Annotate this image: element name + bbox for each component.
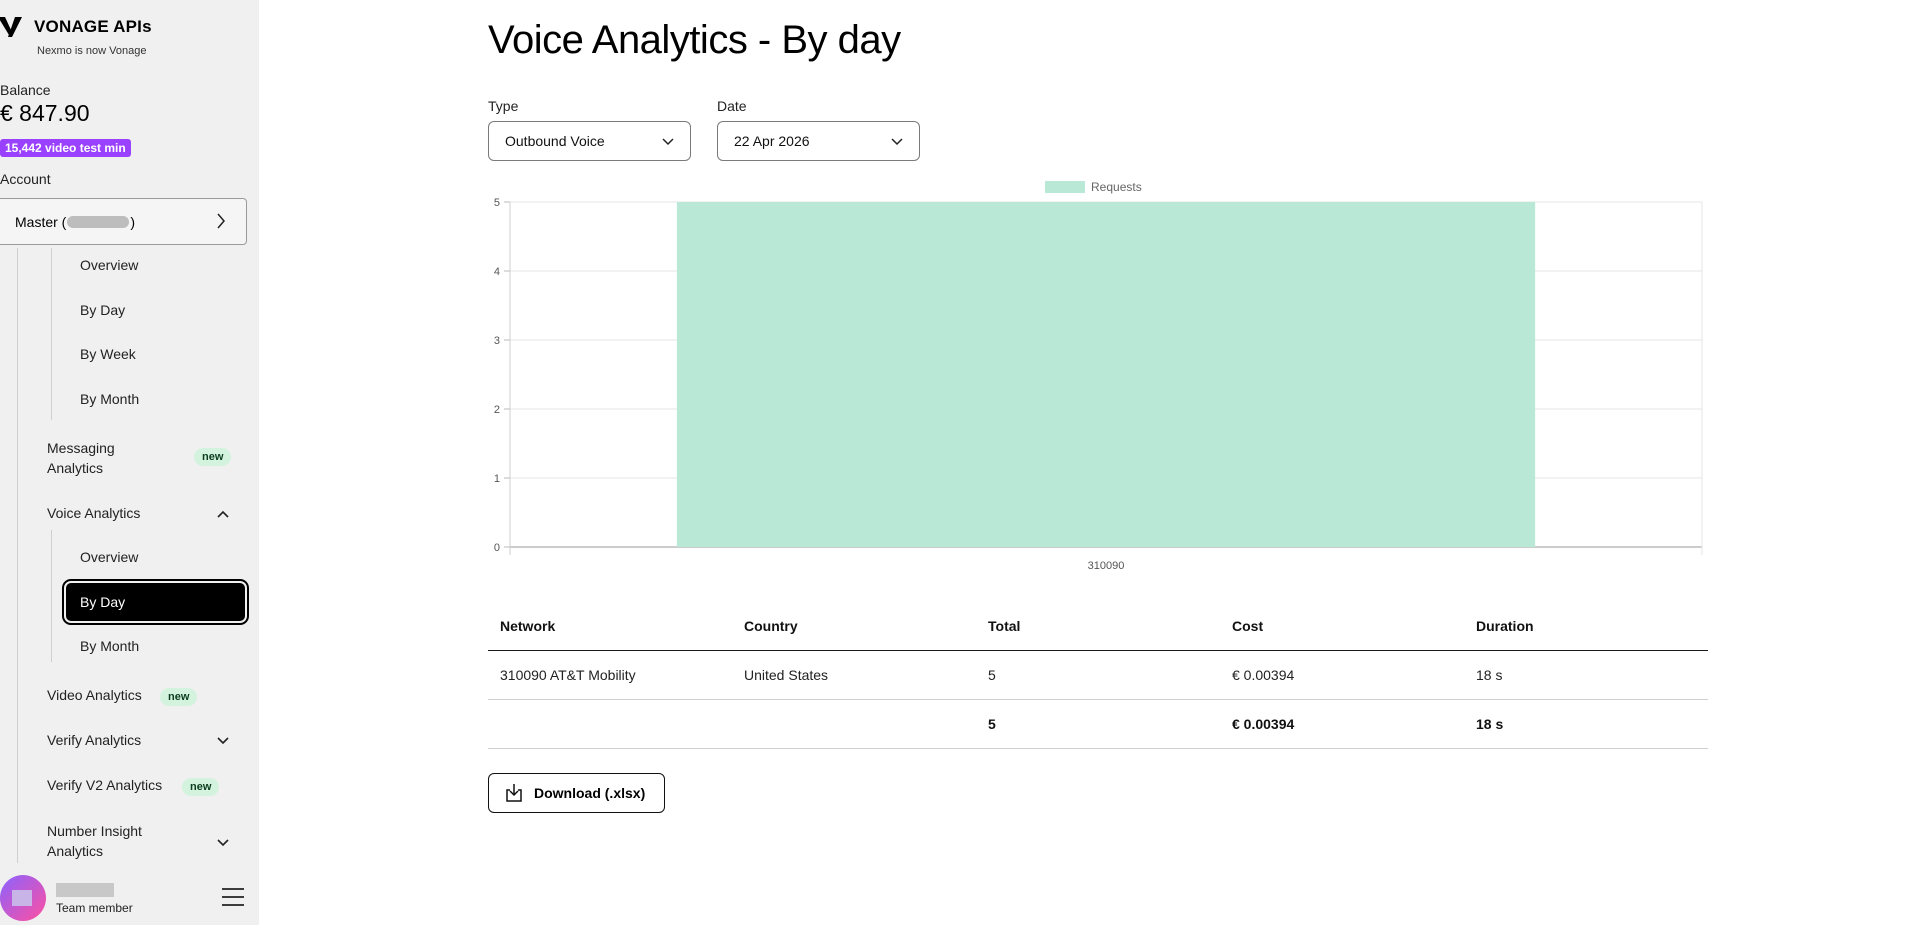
legend-swatch [1045, 181, 1085, 193]
cell-duration: 18 s [1476, 667, 1503, 683]
page-title: Voice Analytics - By day [488, 18, 901, 62]
y-tick-label: 1 [494, 473, 500, 485]
sidebar-item-sms-overview[interactable]: Overview [80, 257, 139, 273]
sidebar-item-verify-v2-analytics[interactable]: Verify V2 Analytics [47, 777, 163, 793]
type-select[interactable]: Outbound Voice [488, 121, 691, 161]
cell-cost: € 0.00394 [1232, 667, 1295, 683]
type-label: Type [488, 98, 519, 114]
table-header-row: Network Country Total Cost Duration [488, 602, 1708, 651]
requests-bar-chart: Requests 0 1 2 3 4 5 310090 [494, 180, 1703, 572]
nav-subrail [51, 248, 52, 420]
table-row: 310090 AT&T Mobility United States 5 € 0… [488, 651, 1708, 700]
y-tick-label: 3 [494, 335, 500, 347]
nav-subrail [51, 530, 52, 662]
y-tick-label: 4 [494, 266, 500, 278]
sidebar-item-voice-analytics[interactable]: Voice Analytics [47, 505, 141, 521]
new-badge: new [194, 448, 232, 466]
column-header-total[interactable]: Total [988, 618, 1021, 634]
brand-name: VONAGE APIs [34, 17, 152, 36]
sidebar-item-number-insight-analytics[interactable]: Number Insight Analytics [47, 823, 142, 859]
cell-network: 310090 AT&T Mobility [500, 667, 636, 683]
chevron-right-icon [217, 213, 225, 229]
account-prefix: Master ( [15, 213, 67, 230]
download-icon [506, 784, 522, 802]
date-label: Date [717, 98, 747, 114]
new-badge: new [160, 688, 198, 706]
sidebar-item-voice-by-month[interactable]: By Month [80, 638, 140, 654]
user-name-redacted [56, 883, 114, 897]
column-header-country[interactable]: Country [744, 618, 798, 634]
user-role: Team member [56, 901, 133, 915]
table-totals-row: 5 € 0.00394 18 s [488, 700, 1708, 749]
cell-country: United States [744, 667, 829, 683]
sidebar-item-label: By Day [80, 594, 126, 610]
sidebar: VONAGE APIs Nexmo is now Vonage Balance … [0, 0, 259, 925]
date-select-value: 22 Apr 2026 [734, 133, 810, 149]
column-header-network[interactable]: Network [500, 618, 556, 634]
date-select[interactable]: 22 Apr 2026 [717, 121, 920, 161]
sidebar-item-voice-overview[interactable]: Overview [80, 549, 139, 565]
chevron-down-icon [891, 138, 903, 146]
sidebar-item-sms-by-week[interactable]: By Week [80, 346, 136, 362]
network-table: Network Country Total Cost Duration 3100… [488, 602, 1708, 749]
hamburger-menu-icon[interactable] [221, 887, 245, 907]
bar-310090 [676, 202, 1536, 547]
brand[interactable]: VONAGE APIs [0, 14, 152, 40]
new-badge: new [182, 778, 220, 796]
y-tick-label: 0 [494, 542, 500, 554]
total-count: 5 [988, 716, 996, 732]
sidebar-nav: Overview By Day By Week By Month Messagi… [0, 248, 259, 863]
brand-subtitle: Nexmo is now Vonage [37, 45, 147, 57]
sidebar-item-messaging-analytics[interactable]: Messaging Analytics [47, 440, 115, 476]
sidebar-item-video-analytics[interactable]: Video Analytics [47, 687, 142, 703]
balance-label: Balance [0, 82, 51, 98]
chevron-up-icon[interactable] [216, 509, 230, 519]
download-label: Download (.xlsx) [534, 785, 646, 801]
vonage-logo-icon [0, 17, 22, 37]
chevron-down-icon[interactable] [216, 838, 230, 848]
column-header-duration[interactable]: Duration [1476, 618, 1534, 634]
x-tick-label: 310090 [1088, 560, 1125, 572]
sidebar-item-verify-analytics[interactable]: Verify Analytics [47, 732, 142, 748]
y-tick-label: 2 [494, 404, 500, 416]
sidebar-item-sms-by-month[interactable]: By Month [80, 391, 140, 407]
sidebar-item-voice-by-day[interactable]: By Day [62, 579, 249, 625]
legend-label: Requests [1091, 180, 1142, 194]
balance-value: € 847.90 [0, 100, 90, 126]
chevron-down-icon[interactable] [216, 736, 230, 746]
download-xlsx-button[interactable]: Download (.xlsx) [488, 773, 665, 813]
account-label: Account [0, 171, 51, 187]
account-suffix: ) [130, 213, 136, 230]
account-switcher[interactable]: Master ( ) [0, 198, 247, 245]
avatar [0, 875, 46, 921]
video-test-minutes-badge: 15,442 video test min [0, 139, 131, 157]
column-header-cost[interactable]: Cost [1232, 618, 1264, 634]
cell-total: 5 [988, 667, 996, 683]
user-profile[interactable]: Team member [0, 875, 259, 925]
sidebar-item-sms-by-day[interactable]: By Day [80, 302, 126, 318]
total-cost: € 0.00394 [1232, 716, 1295, 732]
nav-rail [17, 248, 18, 863]
account-id-redacted [67, 215, 130, 228]
total-duration: 18 s [1476, 716, 1504, 732]
type-select-value: Outbound Voice [505, 133, 605, 149]
y-tick-label: 5 [494, 197, 500, 209]
chevron-down-icon [662, 138, 674, 146]
